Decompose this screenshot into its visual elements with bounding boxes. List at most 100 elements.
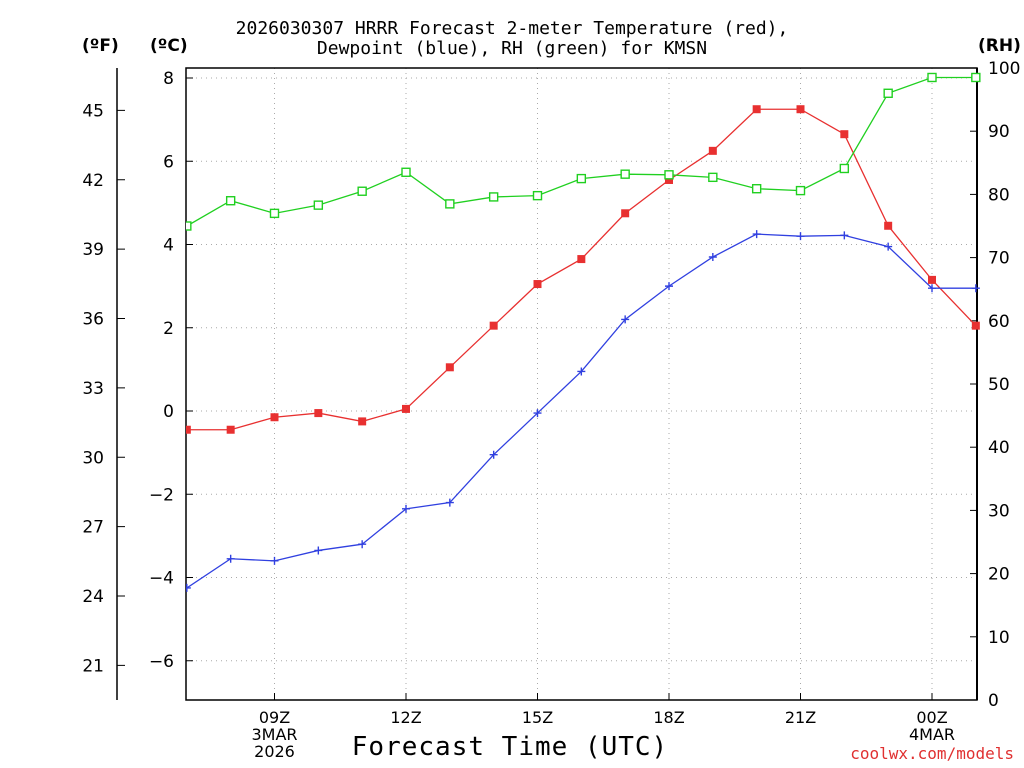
dewpoint-point: [226, 554, 235, 563]
fahrenheit-tick-label: 39: [82, 240, 104, 260]
rh-tick-label: 90: [988, 122, 1010, 142]
fahrenheit-tick-label: 36: [82, 310, 104, 330]
temperature-point: [358, 417, 367, 426]
rh-point: [532, 190, 543, 201]
rh-tick-label: 40: [988, 438, 1010, 458]
temperature-point: [226, 425, 235, 434]
rh-tick-label: 50: [988, 375, 1010, 395]
dewpoint-point: [884, 242, 893, 251]
temperature-point: [884, 221, 893, 230]
dewpoint-point: [358, 540, 367, 549]
celsius-tick-label: −4: [149, 569, 174, 589]
rh-tick-label: 30: [988, 501, 1010, 521]
rh-tick-label: 80: [988, 185, 1010, 205]
dewpoint-point: [752, 230, 761, 239]
celsius-tick-label: 0: [163, 402, 174, 422]
celsius-tick-label: 6: [163, 152, 174, 172]
x-tick-label: 18Z: [653, 708, 684, 727]
celsius-tick-label: 2: [163, 319, 174, 339]
dewpoint-point: [186, 583, 191, 592]
rh-point: [708, 172, 718, 183]
temperature-point: [445, 363, 454, 372]
temperature-point: [752, 105, 761, 114]
dewpoint-point: [489, 450, 498, 459]
rh-point: [186, 221, 192, 231]
x-tick-label: 4MAR: [909, 725, 955, 744]
temperature-point: [489, 321, 498, 330]
dewpoint-point: [796, 232, 805, 241]
dewpoint-point: [139, 657, 147, 665]
dewpoint-point: [928, 284, 936, 293]
rh-point: [927, 72, 937, 83]
temperature-point: [621, 209, 630, 218]
series-group: [139, 72, 981, 665]
chart-title-line1: 2026030307 HRRR Forecast 2-meter Tempera…: [235, 18, 789, 39]
temperature-point: [139, 426, 147, 434]
x-tick-label: 21Z: [785, 708, 816, 727]
rh-point: [139, 279, 147, 287]
dewpoint-point: [270, 556, 279, 565]
x-axis-label: Forecast Time (UTC): [351, 732, 669, 762]
dewpoint-point: [971, 284, 980, 293]
temperature-point: [577, 255, 586, 264]
rh-point: [401, 167, 411, 177]
fahrenheit-tick-label: 30: [82, 448, 104, 468]
rh-point: [795, 185, 806, 196]
temperature-point: [533, 280, 542, 289]
rh-tick-label: 60: [988, 312, 1010, 332]
rh-tick-label: 10: [988, 628, 1010, 648]
temperature-point: [402, 404, 410, 413]
rh-tick-label: 20: [988, 565, 1010, 585]
temperature-point: [314, 409, 323, 418]
rh-point: [620, 169, 630, 179]
dewpoint-point: [840, 231, 849, 240]
rh-tick-label: 70: [988, 249, 1010, 269]
x-tick-label: 2026: [254, 742, 295, 761]
x-tick-label: 00Z: [916, 708, 947, 727]
rh-line: [186, 76, 976, 229]
dewpoint-point: [445, 498, 454, 507]
dewpoint-point: [577, 367, 586, 376]
fahrenheit-tick-label: 21: [82, 656, 104, 676]
fahrenheit-unit-label: (ºF): [82, 36, 119, 56]
celsius-tick-label: 8: [163, 69, 174, 89]
rh-point: [269, 208, 280, 219]
temperature-point: [796, 105, 805, 114]
dewpoint-point: [402, 504, 410, 513]
dewpoint-line: [186, 233, 976, 591]
temperature-point: [840, 130, 849, 139]
rh-point: [664, 170, 674, 180]
dewpoint-point: [621, 315, 630, 324]
rh-point: [313, 200, 324, 210]
rh-tick-label: 0: [988, 691, 999, 711]
rh-point: [225, 196, 236, 206]
x-tick-label: 09Z: [259, 708, 290, 727]
temperature-point: [928, 275, 936, 284]
x-tick-label: 3MAR: [251, 725, 297, 744]
fahrenheit-tick-label: 24: [82, 587, 104, 607]
rh-point: [883, 88, 893, 98]
rh-point: [488, 192, 499, 202]
rh-tick-label: 100: [988, 59, 1020, 79]
rh-point: [445, 199, 455, 209]
temperature-point: [665, 175, 673, 184]
fahrenheit-tick-label: 33: [82, 379, 104, 399]
rh-point: [971, 72, 981, 83]
rh-point: [839, 163, 850, 174]
dewpoint-point: [314, 546, 323, 555]
rh-point: [357, 186, 367, 196]
temperature-point: [971, 321, 980, 330]
celsius-tick-label: −6: [149, 652, 174, 672]
celsius-tick-label: −2: [149, 485, 174, 505]
celsius-tick-label: 4: [163, 236, 174, 256]
dewpoint-point: [708, 252, 717, 261]
celsius-unit-label: (ºC): [150, 36, 188, 56]
temperature-point: [708, 146, 717, 155]
dewpoint-point: [533, 409, 542, 418]
temperature-line: [186, 108, 977, 431]
chart-title-line2: Dewpoint (blue), RH (green) for KMSN: [316, 38, 708, 59]
fahrenheit-tick-label: 45: [82, 101, 104, 121]
fahrenheit-tick-label: 42: [82, 171, 104, 191]
rh-unit-label: (RH): [978, 36, 1021, 56]
x-tick-label: 12Z: [390, 708, 421, 727]
